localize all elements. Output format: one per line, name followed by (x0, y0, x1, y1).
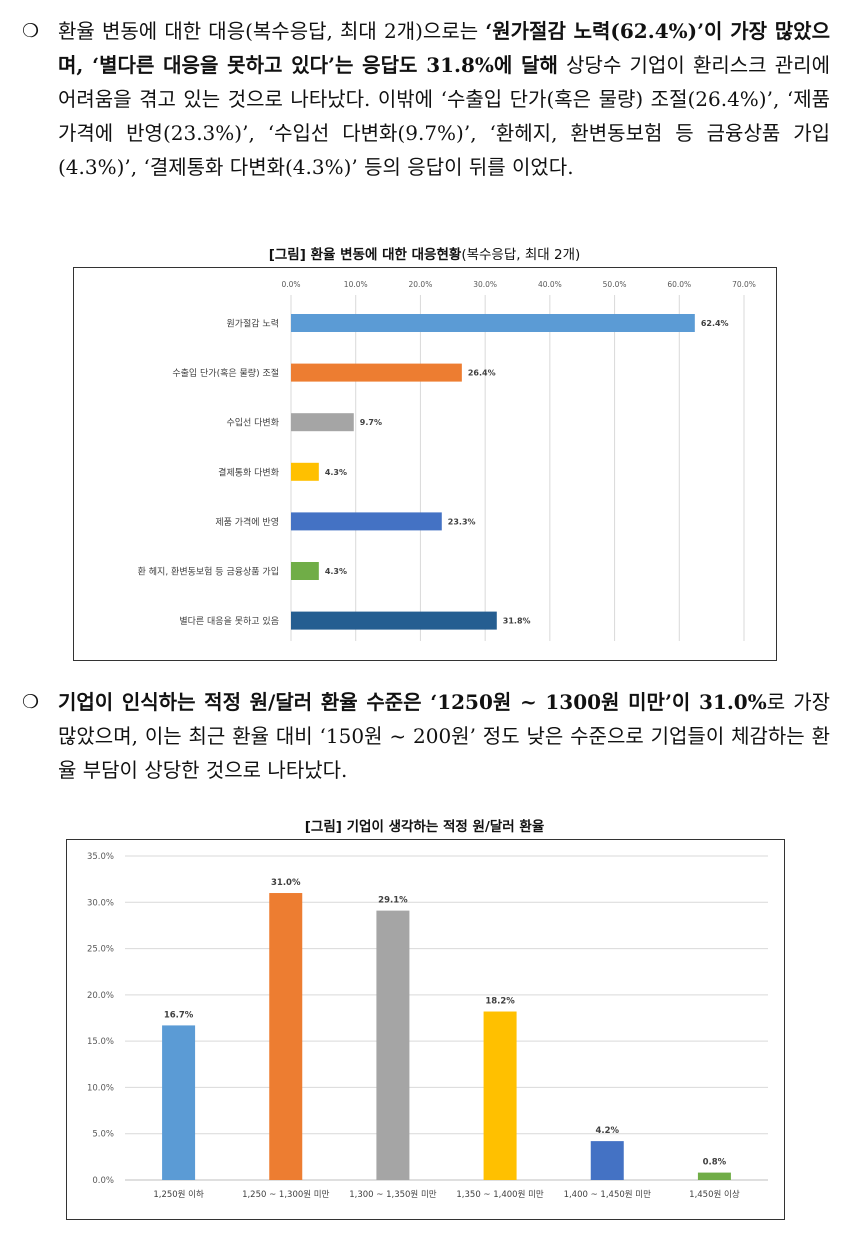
x-tick-label: 10.0% (344, 280, 368, 289)
category-label: 원가절감 노력 (226, 318, 279, 330)
category-label: 1,350 ~ 1,400원 미만 (456, 1190, 544, 1200)
figure-1-title: [그림] 환율 변동에 대한 대응현황(복수응답, 최대 2개) (0, 243, 849, 263)
bar (291, 413, 354, 432)
figure-2-title: [그림] 기업이 생각하는 적정 원/달러 환율 (0, 815, 849, 835)
bar (291, 611, 497, 630)
paragraph-text: 기업이 인식하는 적정 원/달러 환율 수준은 ‘1250원 ~ 1300원 미… (58, 685, 830, 787)
data-label: 4.3% (325, 567, 347, 576)
y-tick-label: 5.0% (92, 1130, 114, 1140)
data-label: 26.4% (468, 369, 496, 378)
x-tick-label: 20.0% (409, 280, 433, 289)
category-label: 결제통화 다변화 (218, 467, 279, 478)
bar (291, 363, 462, 382)
category-label: 환 헤지, 환변동보험 등 금융상품 가입 (138, 566, 279, 578)
bar (376, 910, 410, 1180)
bar (269, 893, 303, 1180)
bar (590, 1141, 624, 1180)
category-label: 1,250원 이하 (153, 1189, 204, 1200)
data-label: 31.0% (271, 878, 301, 888)
paragraph-1: ❍ 환율 변동에 대한 대응(복수응답, 최대 2개)으로는 ‘원가절감 노력(… (22, 14, 830, 184)
response-chart-svg: 0.0% 10.0% 20.0% 30.0% 40.0% 50.0% 60.0% 70.0% 원… (138, 280, 756, 641)
bullet-icon: ❍ (22, 20, 40, 42)
category-label: 수출입 단가(혹은 물량) 조절 (172, 367, 279, 379)
data-label: 62.4% (701, 319, 729, 328)
bold-text-run: 기업이 인식하는 적정 원/달러 환율 수준은 ‘1250원 ~ 1300원 미… (58, 690, 767, 714)
paragraph-text: 환율 변동에 대한 대응(복수응답, 최대 2개)으로는 ‘원가절감 노력(62… (58, 14, 830, 184)
category-label: 1,250 ~ 1,300원 미만 (242, 1190, 330, 1200)
x-tick-label: 0.0% (281, 280, 300, 289)
bold-text-run: ‘원가절감 노력(62.4%)’이 가장 많았으며, ‘별다른 대응을 못하고 … (58, 19, 830, 77)
bar (291, 562, 319, 580)
category-label: 1,300 ~ 1,350원 미만 (349, 1190, 437, 1200)
text-run: 상당수 기업이 환리스크 관리에 어려움을 겪고 있는 것으로 나타났다. 이밖… (58, 53, 830, 179)
text-run: 로 가장 많았으며, 이는 최근 환율 대비 ‘150원 ~ 200원’ 정도 … (58, 690, 831, 782)
category-label: 별다른 대응을 못하고 있음 (179, 615, 279, 627)
data-label: 4.2% (595, 1126, 619, 1136)
bar (162, 1025, 196, 1180)
category-label: 제품 가격에 반영 (215, 516, 279, 528)
data-label: 29.1% (378, 896, 408, 906)
figure-1-title-rest: (복수응답, 최대 2개) (461, 247, 581, 263)
x-tick-label: 70.0% (732, 280, 756, 289)
x-tick-label: 30.0% (473, 280, 497, 289)
y-tick-label: 25.0% (87, 945, 114, 955)
y-tick-label: 35.0% (87, 852, 114, 862)
bar (291, 314, 695, 332)
bar (291, 512, 442, 531)
figure-1-title-bold: [그림] 환율 변동에 대한 대응현황 (268, 247, 462, 263)
data-label: 31.8% (503, 617, 531, 626)
data-label: 9.7% (360, 418, 382, 427)
category-label: 1,400 ~ 1,450원 미만 (564, 1190, 652, 1200)
data-label: 18.2% (485, 997, 515, 1007)
x-tick-label: 40.0% (538, 280, 562, 289)
x-tick-label: 50.0% (603, 280, 627, 289)
category-label: 1,450원 이상 (689, 1189, 740, 1200)
exchange-rate-chart-svg: 0.0% 5.0% 10.0% 15.0% 20.0% 25.0% 30.0% 35.0% 16… (87, 852, 768, 1200)
y-tick-label: 30.0% (87, 898, 114, 908)
figure-2-title-bold: [그림] 기업이 생각하는 적정 원/달러 환율 (304, 819, 545, 835)
x-tick-label: 60.0% (667, 280, 691, 289)
text-run: 환율 변동에 대한 대응(복수응답, 최대 2개)으로는 (58, 19, 486, 43)
data-label: 0.8% (703, 1158, 727, 1168)
y-tick-label: 20.0% (87, 991, 114, 1001)
exchange-rate-chart: 0.0% 5.0% 10.0% 15.0% 20.0% 25.0% 30.0% 35.0% 16… (66, 839, 785, 1220)
y-tick-label: 10.0% (87, 1083, 114, 1093)
y-tick-label: 0.0% (92, 1176, 114, 1186)
data-label: 23.3% (448, 517, 476, 526)
y-tick-label: 15.0% (87, 1037, 114, 1047)
bullet-icon: ❍ (22, 691, 40, 713)
paragraph-2: ❍ 기업이 인식하는 적정 원/달러 환율 수준은 ‘1250원 ~ 1300원… (22, 685, 830, 787)
data-label: 16.7% (164, 1010, 194, 1020)
bar (291, 462, 319, 481)
data-label: 4.3% (325, 468, 347, 477)
category-label: 수입선 다변화 (226, 417, 279, 429)
bar (483, 1011, 517, 1180)
response-chart: 0.0% 10.0% 20.0% 30.0% 40.0% 50.0% 60.0% 70.0% 원… (73, 267, 777, 661)
bar (697, 1172, 731, 1180)
